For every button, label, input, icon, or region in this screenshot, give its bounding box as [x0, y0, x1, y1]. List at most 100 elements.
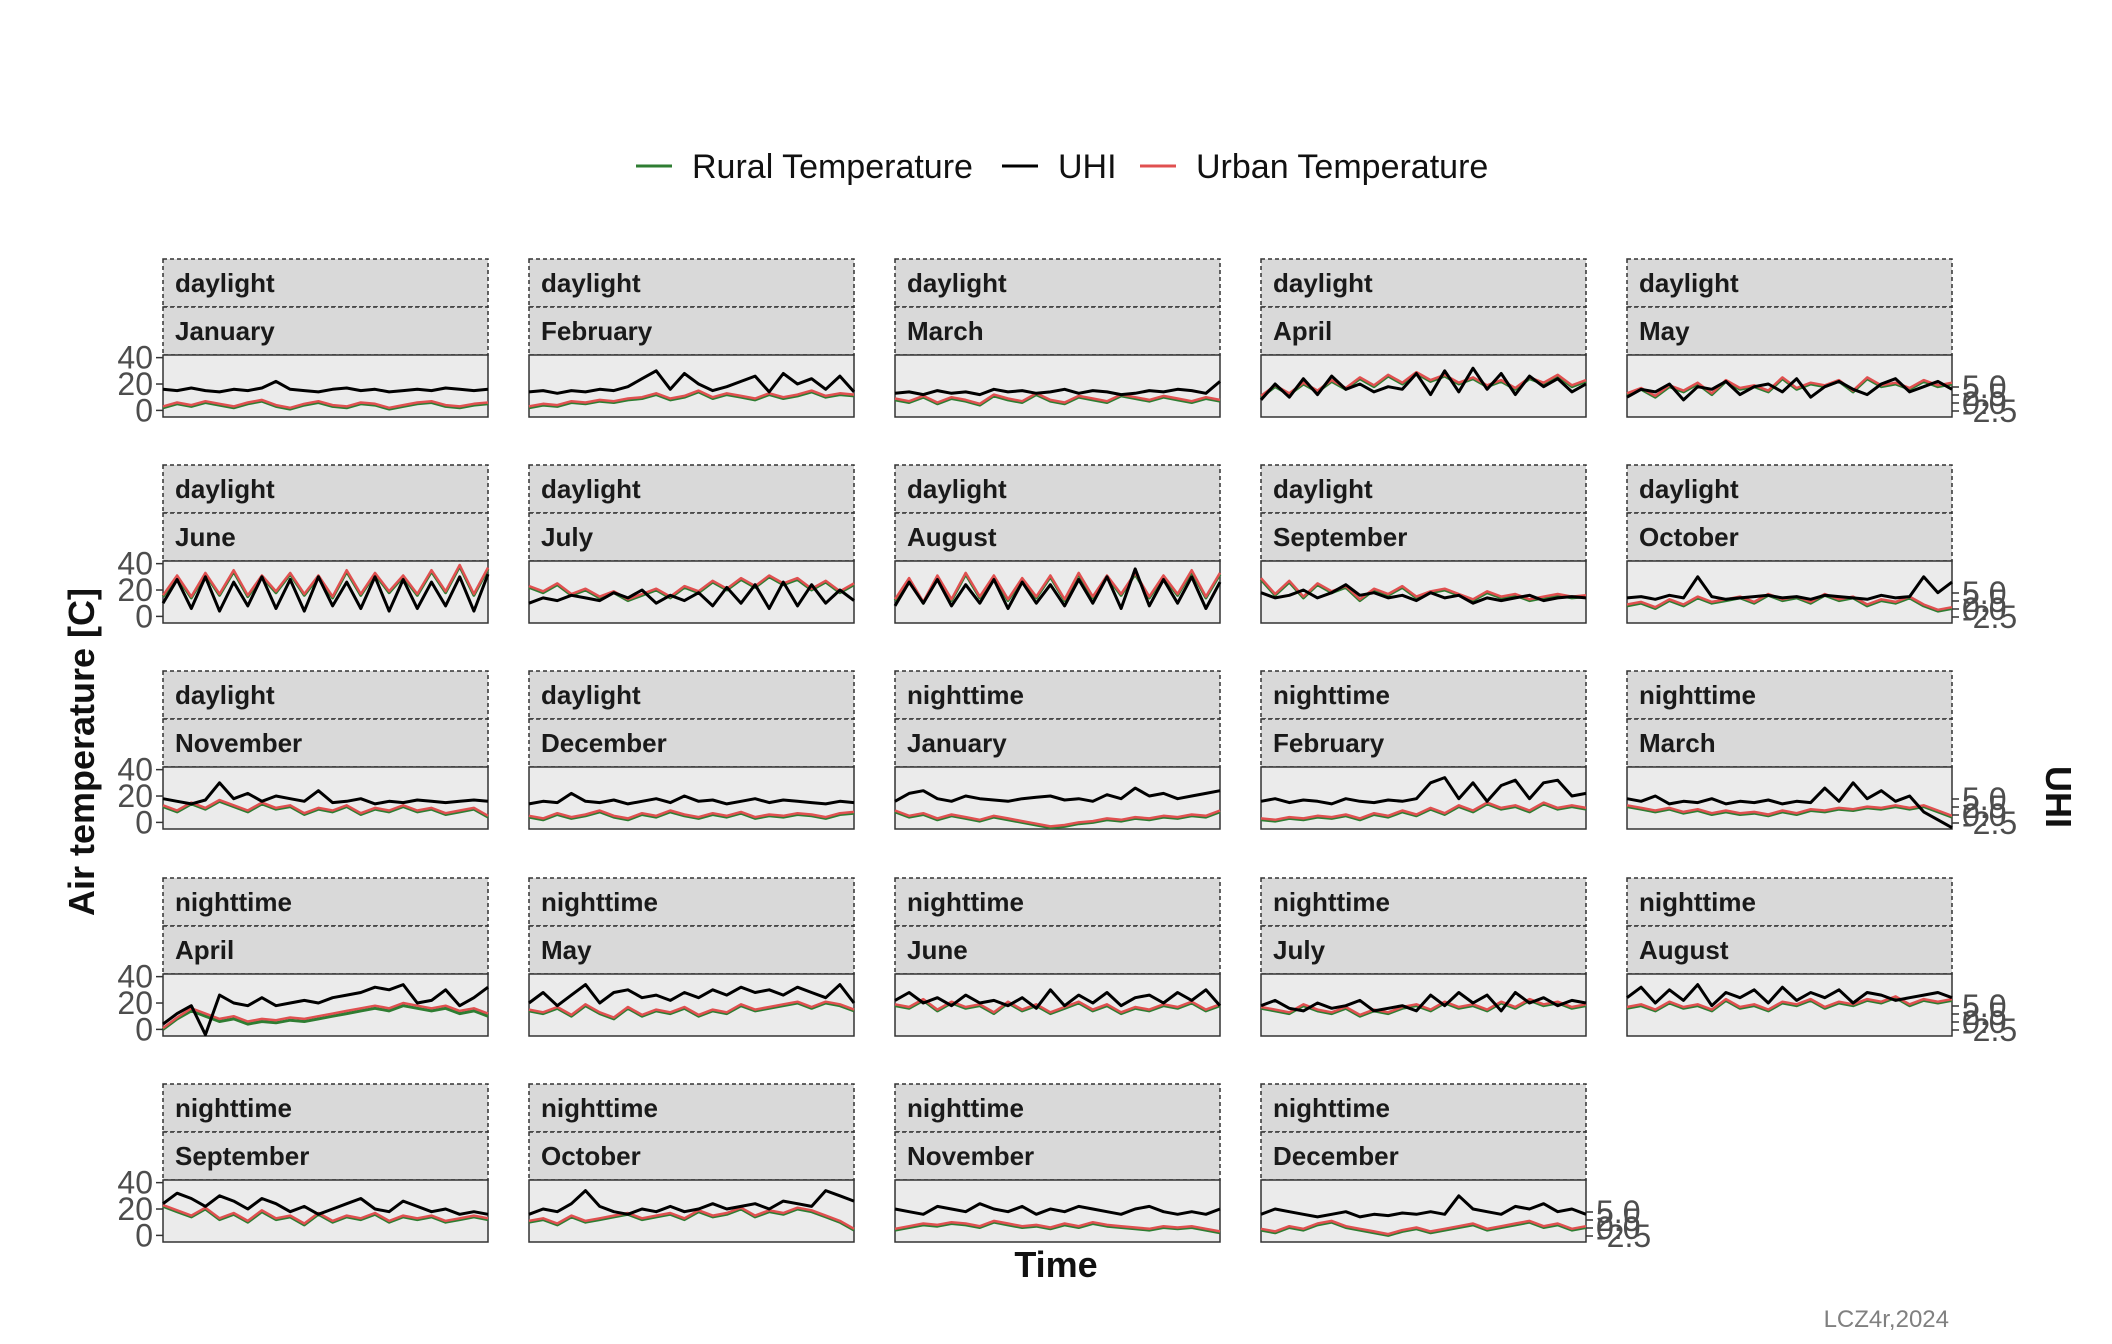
y-tick-label: 20 — [117, 985, 153, 1021]
series-line-urban — [1260, 1219, 1587, 1236]
strip-period-label: nighttime — [1639, 680, 1756, 710]
strip-month-label: January — [175, 316, 275, 346]
chart-caption: LCZ4r,2024 — [1824, 1306, 1949, 1333]
y2-tick-label: 5.0 — [1962, 988, 2006, 1024]
strip-period-label: daylight — [541, 680, 641, 710]
strip-period-box — [894, 877, 1221, 927]
plot-area — [162, 354, 489, 418]
y-tick-label: 40 — [117, 752, 153, 788]
plot-area — [162, 973, 489, 1037]
plot-area — [894, 560, 1221, 624]
strip-month-label: June — [907, 935, 968, 965]
y2-tick-label: 2.5 — [1962, 789, 2006, 825]
y-axis-title: Air temperature [C] — [61, 588, 102, 916]
strip-period-box — [528, 877, 855, 927]
y-tick-label: 0 — [135, 598, 153, 634]
series-line-urban — [894, 392, 1221, 406]
strip-month-label: January — [907, 728, 1007, 758]
facet-panel: daylight March — [894, 258, 1221, 418]
strip-month-box — [162, 925, 489, 975]
strip-period-label: daylight — [1639, 474, 1739, 504]
y2-tick-label: 0.0 — [1962, 1004, 2006, 1040]
series-line-uhi — [1626, 377, 1953, 402]
strip-period-box — [528, 464, 855, 514]
y-tick-label: 40 — [117, 1165, 153, 1201]
series-line-urban — [528, 809, 855, 820]
series-line-urban — [1626, 376, 1953, 398]
strip-period-box — [894, 1083, 1221, 1133]
series-line-uhi — [894, 988, 1222, 1010]
series-line-urban — [528, 1206, 855, 1230]
strip-period-label: nighttime — [1273, 680, 1390, 710]
series-line-rural — [894, 1220, 1221, 1235]
facet-panel: daylight October 5.02.50.0-2.5 — [1626, 464, 2017, 635]
y2-tick-label: -2.5 — [1962, 393, 2017, 429]
strip-month-label: July — [541, 522, 594, 552]
strip-month-box — [162, 718, 489, 768]
series-line-urban — [1626, 804, 1953, 817]
plot-area — [894, 354, 1221, 418]
y2-tick-label: 0.0 — [1962, 797, 2006, 833]
series-line-uhi — [528, 791, 855, 806]
strip-month-box — [894, 512, 1221, 562]
y-tick-label: 0 — [135, 1011, 153, 1047]
strip-month-label: December — [541, 728, 667, 758]
y2-tick-label: 2.5 — [1962, 996, 2006, 1032]
chart-legend: Rural Temperature UHI Urban Temperature — [636, 148, 1488, 186]
secondary-y-axis-title: UHI — [2038, 766, 2079, 828]
legend-label-2: Urban Temperature — [1196, 148, 1488, 186]
plot-area — [528, 1179, 855, 1243]
y2-tick-label: 5.0 — [1596, 1194, 1640, 1230]
series-line-uhi — [1626, 983, 1953, 1008]
facet-panel: daylight February — [528, 258, 856, 418]
series-line-urban — [894, 1219, 1221, 1233]
y-tick-label: 20 — [117, 778, 153, 814]
series-line-uhi — [161, 573, 490, 613]
facet-panel: nighttime June — [894, 877, 1222, 1037]
strip-period-box — [894, 670, 1221, 720]
facet-panel: daylight September — [1259, 464, 1587, 624]
facet-panel: daylight December — [528, 670, 855, 830]
strip-period-label: nighttime — [175, 887, 292, 917]
series-line-uhi — [162, 1191, 489, 1216]
y-tick-label: 40 — [117, 546, 153, 582]
facet-panel: nighttime July — [1260, 877, 1587, 1037]
series-line-uhi — [162, 379, 489, 394]
series-line-rural — [1626, 805, 1953, 819]
facet-panel: daylight August — [893, 464, 1222, 624]
strip-period-box — [1260, 464, 1587, 514]
series-line-urban — [162, 398, 489, 410]
series-line-uhi — [894, 786, 1221, 803]
y-tick-label: 0 — [135, 804, 153, 840]
y-tick-label: 20 — [117, 366, 153, 402]
series-line-rural — [528, 810, 855, 822]
strip-month-box — [1626, 718, 1953, 768]
strip-month-label: October — [541, 1141, 641, 1171]
series-line-urban — [1260, 801, 1587, 822]
strip-month-box — [162, 306, 489, 356]
y2-tick-label: -2.5 — [1596, 1218, 1651, 1254]
facet-panel: nighttime December 5.02.50.0-2.5 — [1260, 1083, 1651, 1254]
facet-panel: nighttime February — [1260, 670, 1587, 830]
strip-month-label: September — [1273, 522, 1407, 552]
strip-month-box — [528, 306, 855, 356]
strip-period-box — [1260, 1083, 1587, 1133]
y2-tick-label: -2.5 — [1962, 805, 2017, 841]
strip-month-label: October — [1639, 522, 1739, 552]
strip-period-label: nighttime — [1639, 887, 1756, 917]
series-line-urban — [162, 1001, 489, 1030]
legend-label-0: Rural Temperature — [692, 148, 973, 186]
series-line-urban — [162, 798, 489, 817]
strip-month-label: November — [175, 728, 302, 758]
strip-month-box — [1626, 925, 1953, 975]
facet-panel: nighttime November — [894, 1083, 1221, 1243]
strip-month-label: March — [907, 316, 984, 346]
strip-period-label: daylight — [175, 680, 275, 710]
y-tick-label: 20 — [117, 1191, 153, 1227]
series-line-urban — [1260, 577, 1587, 601]
y2-tick-label: 0.0 — [1962, 591, 2006, 627]
series-line-rural — [162, 399, 489, 411]
